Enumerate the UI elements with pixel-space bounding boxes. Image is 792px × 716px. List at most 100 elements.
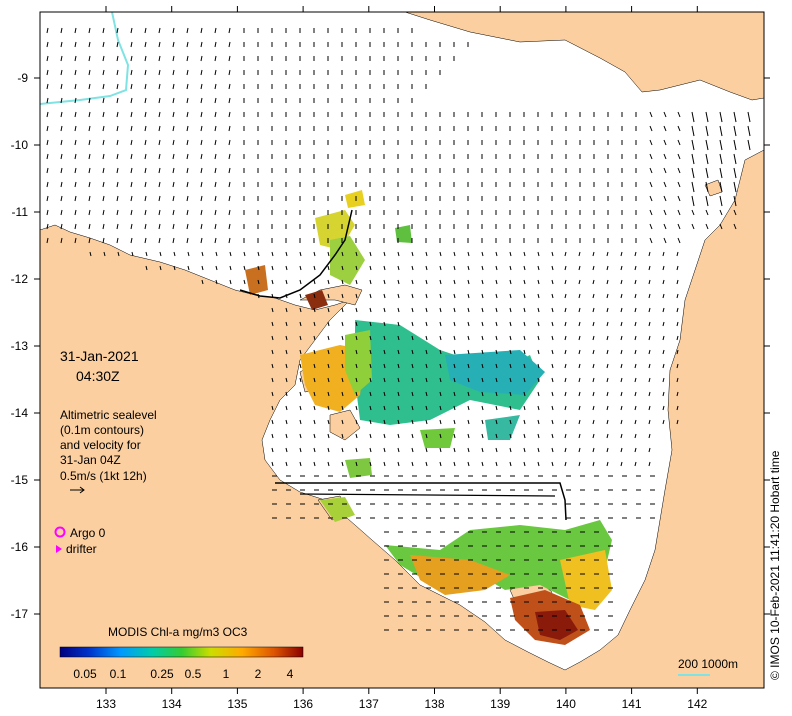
velocity-arrow <box>383 251 386 257</box>
velocity-arrow <box>425 335 428 341</box>
velocity-arrow <box>116 195 119 202</box>
velocity-arrow <box>677 153 681 160</box>
velocity-arrow <box>355 363 358 369</box>
velocity-arrow <box>453 349 456 355</box>
description-line: 31-Jan 04Z <box>60 453 121 467</box>
velocity-arrow <box>369 349 372 355</box>
velocity-arrow <box>606 447 609 453</box>
velocity-arrow <box>495 419 498 425</box>
velocity-arrow <box>130 111 133 118</box>
velocity-arrow <box>495 433 498 439</box>
velocity-arrow <box>634 433 637 439</box>
velocity-arrow <box>116 167 119 174</box>
velocity-arrow <box>578 377 581 383</box>
velocity-arrow <box>60 97 63 104</box>
velocity-arrow <box>116 153 119 160</box>
velocity-arrow <box>327 405 330 411</box>
velocity-arrow <box>677 181 681 188</box>
velocity-arrow <box>691 181 695 193</box>
velocity-arrow <box>116 139 119 146</box>
velocity-arrow <box>285 265 288 271</box>
velocity-arrow <box>523 349 526 355</box>
velocity-arrow <box>523 251 526 257</box>
velocity-arrow <box>411 461 414 467</box>
velocity-arrow <box>733 111 737 123</box>
velocity-arrow <box>145 265 148 271</box>
velocity-arrow <box>425 405 428 411</box>
velocity-arrow <box>173 251 176 257</box>
velocity-arrow <box>551 405 554 411</box>
velocity-arrow <box>186 167 189 174</box>
velocity-arrow <box>439 447 442 453</box>
velocity-arrow <box>663 139 667 146</box>
velocity-arrow <box>369 279 372 285</box>
velocity-arrow <box>662 349 665 355</box>
velocity-arrow <box>228 167 231 174</box>
velocity-arrow <box>228 125 231 132</box>
velocity-arrow <box>719 139 723 151</box>
velocity-arrow <box>229 251 232 257</box>
velocity-arrow <box>677 111 681 118</box>
velocity-arrow <box>172 125 175 132</box>
velocity-arrow <box>313 293 316 299</box>
description-line: and velocity for <box>60 438 141 452</box>
velocity-arrow <box>102 167 105 174</box>
velocity-arrow <box>481 363 484 369</box>
velocity-arrow <box>509 279 512 285</box>
velocity-arrow <box>439 405 442 411</box>
velocity-arrow <box>397 279 400 285</box>
velocity-arrow <box>705 223 709 230</box>
velocity-arrow <box>676 279 679 285</box>
velocity-arrow <box>186 139 189 146</box>
velocity-arrow <box>509 335 512 341</box>
velocity-arrow <box>719 111 723 123</box>
velocity-arrow <box>60 153 63 160</box>
velocity-arrow <box>228 139 231 146</box>
velocity-arrow <box>592 461 595 467</box>
velocity-arrow <box>411 391 414 397</box>
velocity-arrow <box>200 237 203 244</box>
velocity-arrow <box>648 419 651 425</box>
velocity-arrow <box>691 111 695 123</box>
velocity-arrow <box>537 293 540 299</box>
velocity-arrow <box>60 167 63 174</box>
velocity-arrow <box>592 307 595 313</box>
velocity-arrow <box>369 251 372 257</box>
colorbar-tick-label: 0.05 <box>73 667 97 681</box>
velocity-arrow <box>439 433 442 439</box>
velocity-arrow <box>172 181 175 188</box>
velocity-arrow <box>158 195 161 202</box>
velocity-arrow <box>425 307 428 313</box>
velocity-arrow <box>299 419 302 425</box>
velocity-arrow <box>341 447 344 453</box>
velocity-arrow <box>285 363 288 369</box>
colorbar <box>59 646 304 658</box>
velocity-arrow <box>564 321 567 327</box>
velocity-arrow <box>102 195 105 202</box>
lon-tick-label: 142 <box>687 697 707 711</box>
velocity-arrow <box>46 167 49 174</box>
velocity-arrow <box>369 461 372 467</box>
description-block: Altimetric sealevel (0.1m contours) and … <box>60 408 157 494</box>
velocity-arrow <box>467 391 470 397</box>
velocity-arrow <box>88 111 91 118</box>
velocity-arrow <box>383 391 386 397</box>
velocity-arrow <box>243 279 246 285</box>
argo-icon <box>54 526 66 538</box>
velocity-arrow <box>60 111 63 118</box>
velocity-arrow <box>606 321 609 327</box>
velocity-arrow <box>467 405 470 411</box>
velocity-arrow <box>243 265 246 271</box>
velocity-arrow <box>564 391 567 397</box>
lon-tick-label: 138 <box>424 697 444 711</box>
lat-tick-label: -17 <box>11 607 29 621</box>
velocity-arrow <box>620 363 623 369</box>
velocity-arrow <box>158 181 161 188</box>
velocity-arrow <box>397 251 400 257</box>
velocity-arrow <box>369 363 372 369</box>
velocity-arrow <box>200 83 203 90</box>
velocity-arrow <box>481 251 484 257</box>
velocity-arrow <box>187 251 190 257</box>
velocity-arrow <box>648 377 651 383</box>
velocity-arrow <box>564 335 567 341</box>
